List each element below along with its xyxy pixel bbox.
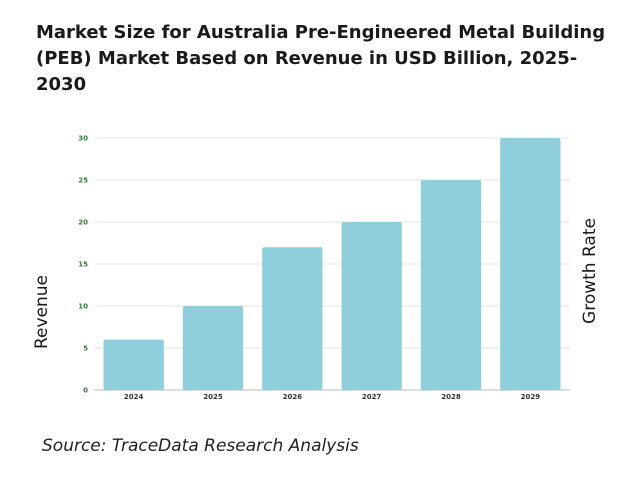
bar-2028 (420, 180, 482, 390)
bar-2025 (182, 306, 244, 390)
gridlines (94, 137, 570, 391)
y-tick-label: 15 (78, 261, 88, 269)
y-axis-label: Revenue (32, 274, 52, 350)
y2-axis-label: Growth Rate (580, 218, 600, 324)
source-note: Source: TraceData Research Analysis (42, 436, 359, 456)
y-tick-label: 20 (78, 219, 88, 227)
bar-2026 (262, 247, 323, 390)
x-tick-label: 2024 (124, 393, 144, 401)
bar-2029 (500, 138, 561, 390)
y-tick-label: 10 (78, 303, 88, 311)
x-tick-label: 2027 (362, 393, 382, 401)
x-axis-ticks: 2024 2025 2026 2027 2028 2029 (124, 393, 540, 401)
y-tick-label: 5 (83, 345, 88, 353)
bar-2027 (341, 222, 402, 390)
x-tick-label: 2028 (441, 393, 461, 401)
chart-title: Market Size for Australia Pre-Engineered… (36, 22, 606, 95)
bar-2024 (103, 339, 164, 390)
y-tick-label: 0 (83, 387, 88, 395)
y-axis-ticks: 0 5 10 15 20 25 30 (78, 135, 88, 395)
x-tick-label: 2029 (521, 393, 541, 401)
x-tick-label: 2026 (283, 393, 303, 401)
bars (103, 138, 561, 390)
y-tick-label: 30 (78, 135, 88, 143)
x-tick-label: 2025 (203, 393, 223, 401)
y-tick-label: 25 (78, 177, 88, 185)
